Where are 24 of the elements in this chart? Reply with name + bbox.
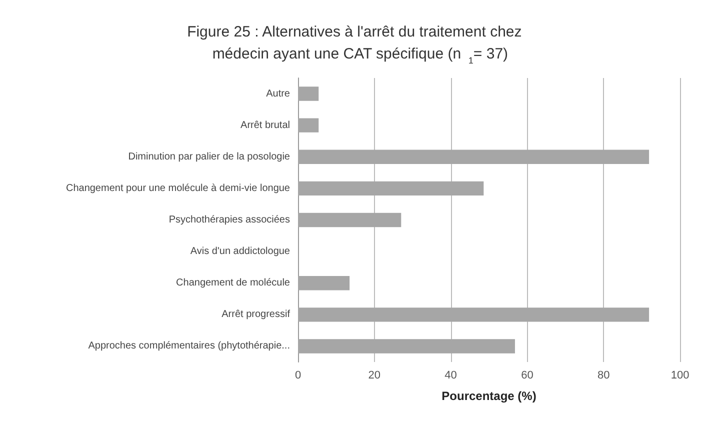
bar xyxy=(298,276,350,290)
y-tick-label: Psychothérapies associées xyxy=(168,214,290,226)
y-tick-label: Avis d'un addictologue xyxy=(190,246,290,258)
y-tick-label: Changement pour une molécule à demi-vie longue xyxy=(66,182,290,194)
x-tick-label: 20 xyxy=(368,370,381,382)
bar xyxy=(298,181,484,196)
x-tick-label: 80 xyxy=(597,370,610,382)
x-tick-label: 0 xyxy=(294,370,302,382)
bar xyxy=(298,308,650,322)
y-tick-label: Arrêt brutal xyxy=(240,120,290,131)
y-tick-label: Arrêt progressif xyxy=(222,309,290,320)
y-tick-label: Autre xyxy=(266,88,290,100)
bar xyxy=(298,339,515,354)
x-tick-label: 100 xyxy=(670,370,690,382)
bar xyxy=(298,118,319,132)
y-tick-label: Diminution par palier de la posologie xyxy=(128,151,290,162)
bar xyxy=(298,86,319,101)
x-axis-title: Pourcentage (%) xyxy=(442,389,536,403)
x-tick-label: 40 xyxy=(444,370,457,382)
y-tick-label: Changement de molécule xyxy=(176,278,290,289)
y-tick-label: Approches complémentaires (phytothérapie... xyxy=(88,340,290,352)
bar xyxy=(298,212,402,228)
bar xyxy=(298,150,650,164)
x-tick-label: 60 xyxy=(521,370,534,382)
